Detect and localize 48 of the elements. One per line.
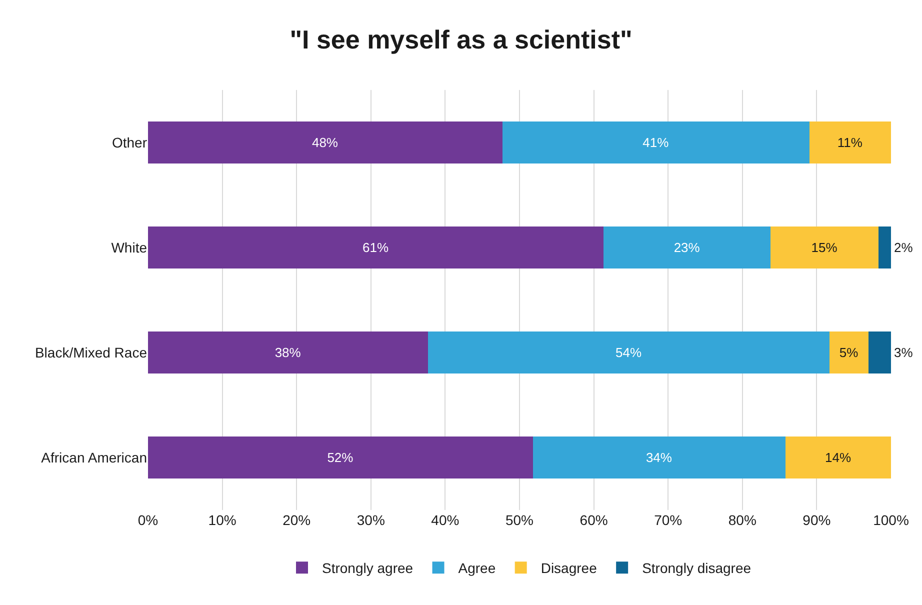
x-tick-label: 80% <box>728 512 756 528</box>
legend-label: Strongly agree <box>322 560 414 576</box>
data-label: 2% <box>894 240 914 255</box>
data-label: 38% <box>274 345 302 360</box>
x-tick-label: 50% <box>505 512 534 528</box>
y-tick-label: Black/Mixed Race <box>34 344 148 360</box>
legend-label: Agree <box>458 560 496 576</box>
x-tick-label: 40% <box>431 512 460 528</box>
bar <box>502 122 810 164</box>
data-label: 23% <box>674 240 700 255</box>
bar <box>809 122 891 164</box>
legend-label: Strongly disagree <box>642 560 752 576</box>
x-tick-label: 70% <box>654 512 682 528</box>
data-label: 5% <box>839 345 859 360</box>
bar <box>148 436 533 478</box>
x-tick-label: 10% <box>208 512 236 528</box>
data-label: 15% <box>811 240 838 255</box>
chart-title: "I see myself as a scientist" <box>290 24 632 54</box>
data-label: 61% <box>362 240 389 255</box>
data-label: 34% <box>646 450 672 465</box>
x-tick-label: 0% <box>138 512 158 528</box>
data-label: 3% <box>894 345 914 360</box>
data-label: 11% <box>837 135 863 150</box>
bar <box>868 332 891 374</box>
x-tick-label: 90% <box>802 512 831 528</box>
bar <box>785 436 891 478</box>
data-label: 52% <box>327 450 354 465</box>
data-label: 54% <box>615 345 642 360</box>
bar <box>532 436 786 478</box>
y-tick-label: White <box>111 239 148 256</box>
x-tick-label: 60% <box>580 512 608 528</box>
y-tick-label: Other <box>112 134 148 150</box>
bar <box>148 226 604 268</box>
data-label: 14% <box>825 450 852 465</box>
y-tick-label: African American <box>41 449 147 466</box>
x-tick-label: 20% <box>282 512 311 528</box>
bar <box>148 122 502 164</box>
bar <box>603 226 771 268</box>
data-label: 41% <box>642 135 670 150</box>
bar <box>428 332 830 374</box>
data-label: 48% <box>312 135 338 150</box>
legend-label: Disagree <box>540 560 598 576</box>
x-tick-label: 100% <box>873 512 909 528</box>
bar <box>878 226 891 268</box>
bar <box>148 332 428 374</box>
x-tick-label: 30% <box>356 512 385 528</box>
bar <box>829 332 869 374</box>
bar <box>770 226 878 268</box>
